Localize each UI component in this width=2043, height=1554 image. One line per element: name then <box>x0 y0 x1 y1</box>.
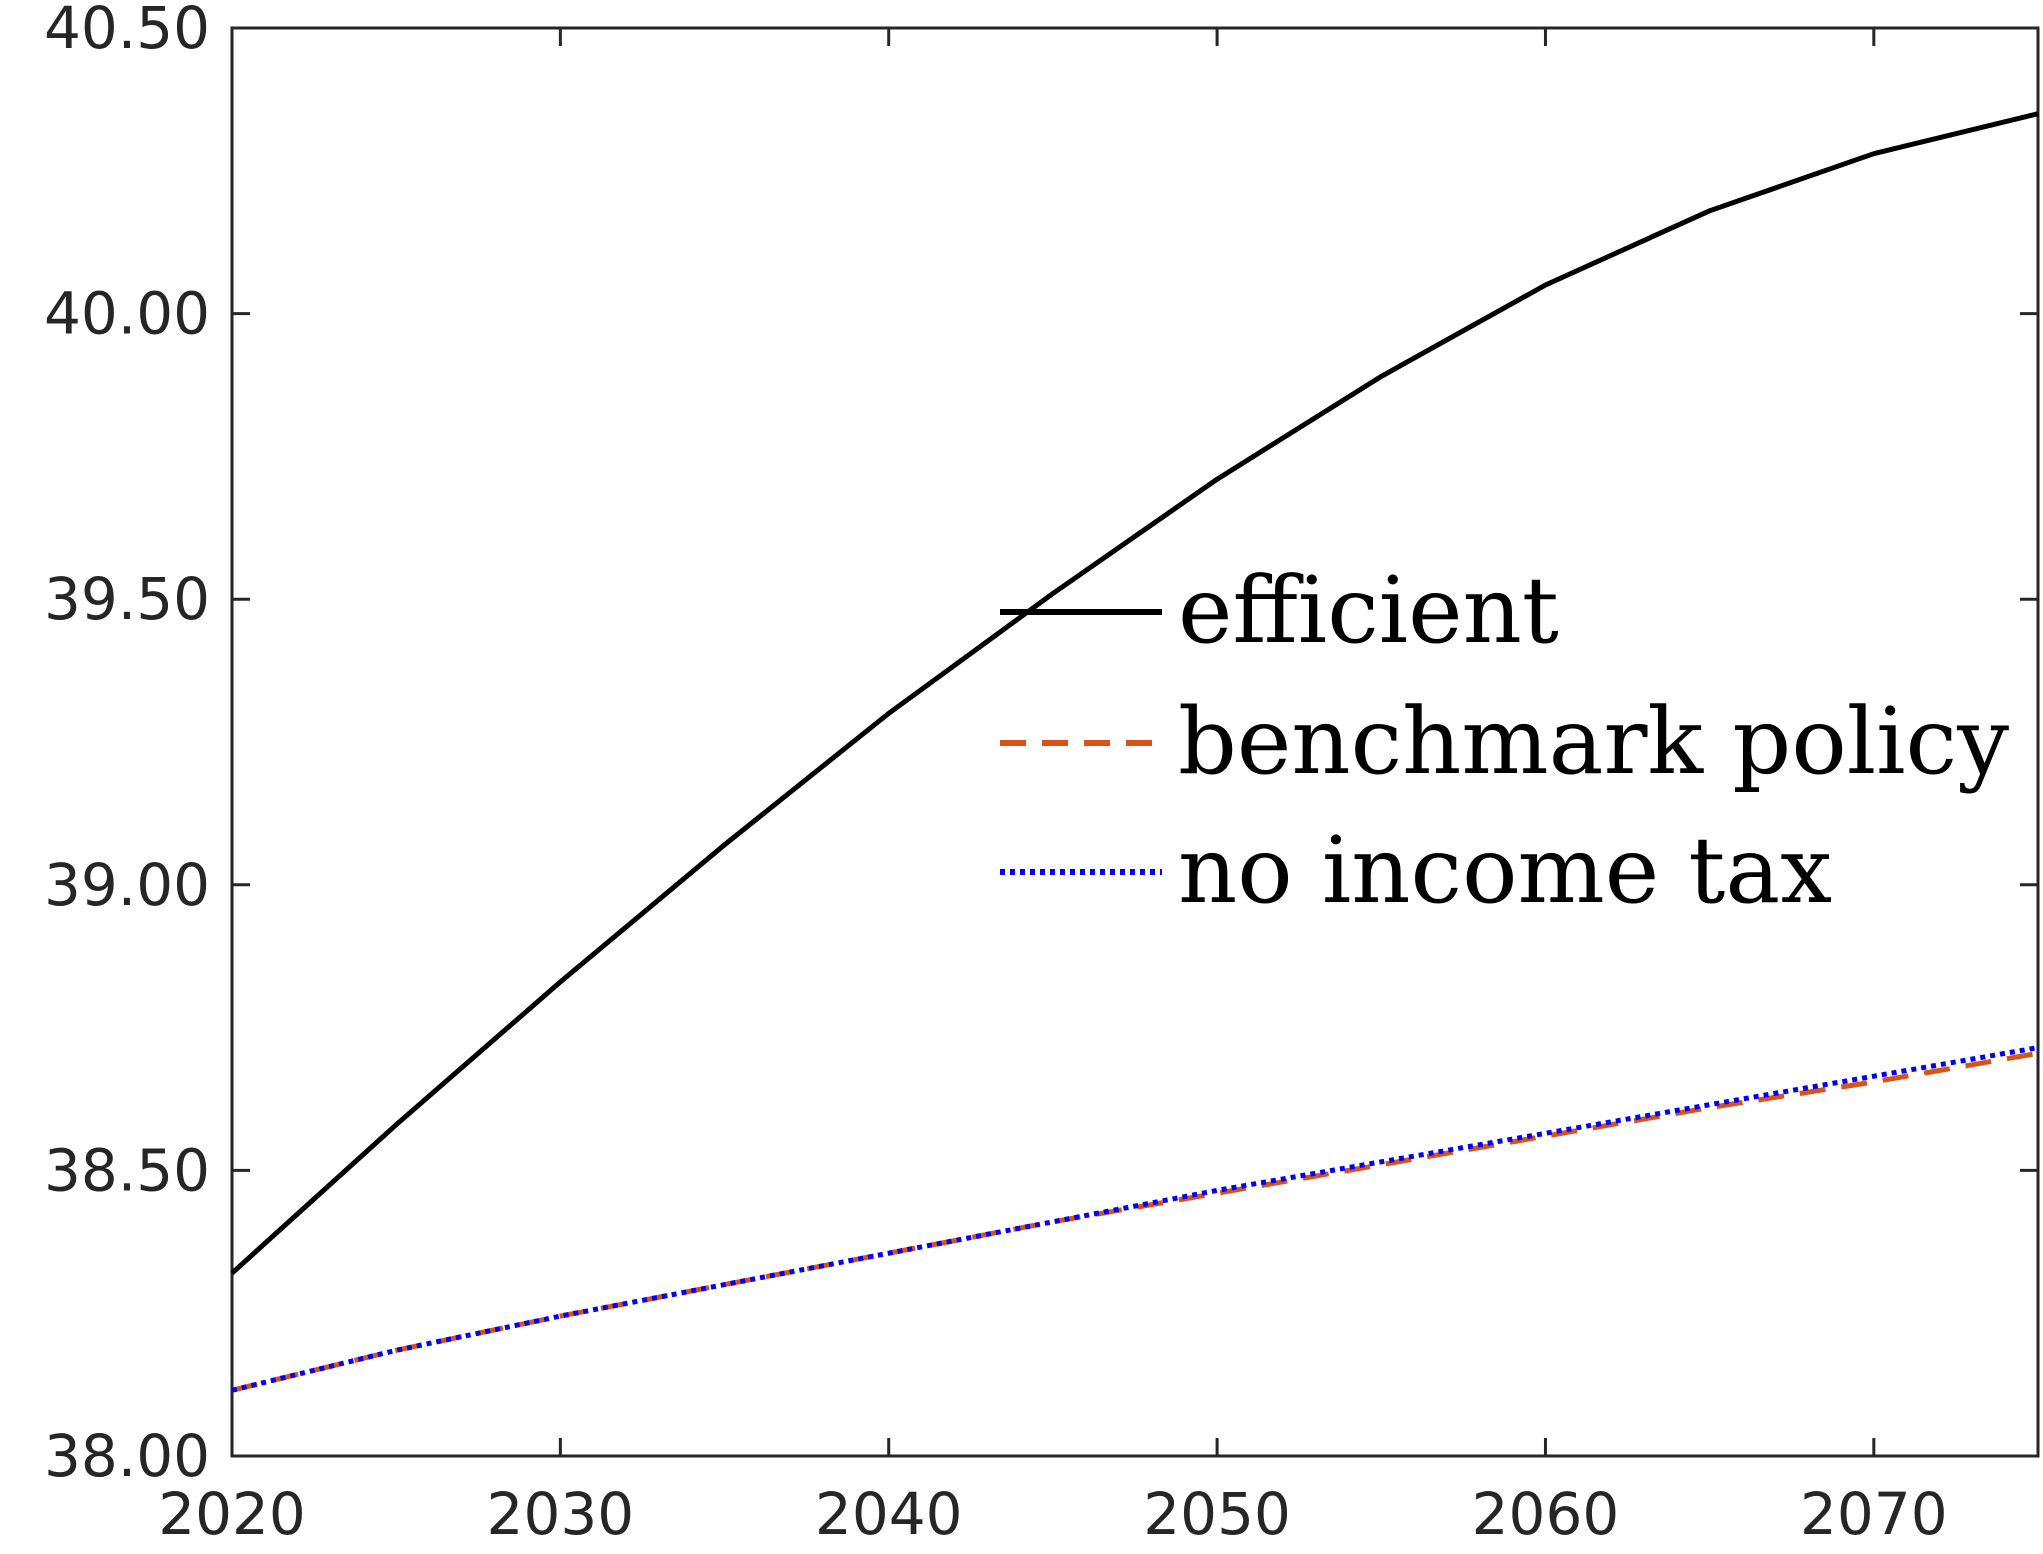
series-line-0 <box>230 111 2039 1276</box>
x-tick-label: 2050 <box>1143 1480 1291 1548</box>
y-tick-label: 39.50 <box>44 565 210 633</box>
tick-labels: 2020 2030 2040 2050 2060 2070 38.00 38.50 39.00 3… <box>44 0 1948 1548</box>
series-line-1 <box>231 1050 2039 1393</box>
x-tick-label: 2020 <box>158 1480 306 1548</box>
legend: efficient benchmark policy no income tax <box>1000 557 2009 924</box>
x-tick-label: 2060 <box>1472 1480 1620 1548</box>
series-lines <box>230 111 2039 1393</box>
x-tick-label: 2070 <box>1800 1480 1948 1548</box>
y-tick-label: 39.00 <box>44 851 210 919</box>
y-tick-label: 38.50 <box>44 1136 210 1204</box>
y-tick-label: 40.00 <box>44 280 210 348</box>
legend-label-1: benchmark policy <box>1178 688 2009 795</box>
axis-ticks <box>230 26 2038 1458</box>
series-line-2 <box>231 1045 2039 1393</box>
legend-label-2: no income tax <box>1178 817 1832 924</box>
x-tick-label: 2040 <box>815 1480 963 1548</box>
y-tick-label: 40.50 <box>44 0 210 62</box>
y-tick-label: 38.00 <box>44 1422 210 1490</box>
x-tick-label: 2030 <box>487 1480 635 1548</box>
legend-label-0: efficient <box>1178 557 1559 664</box>
